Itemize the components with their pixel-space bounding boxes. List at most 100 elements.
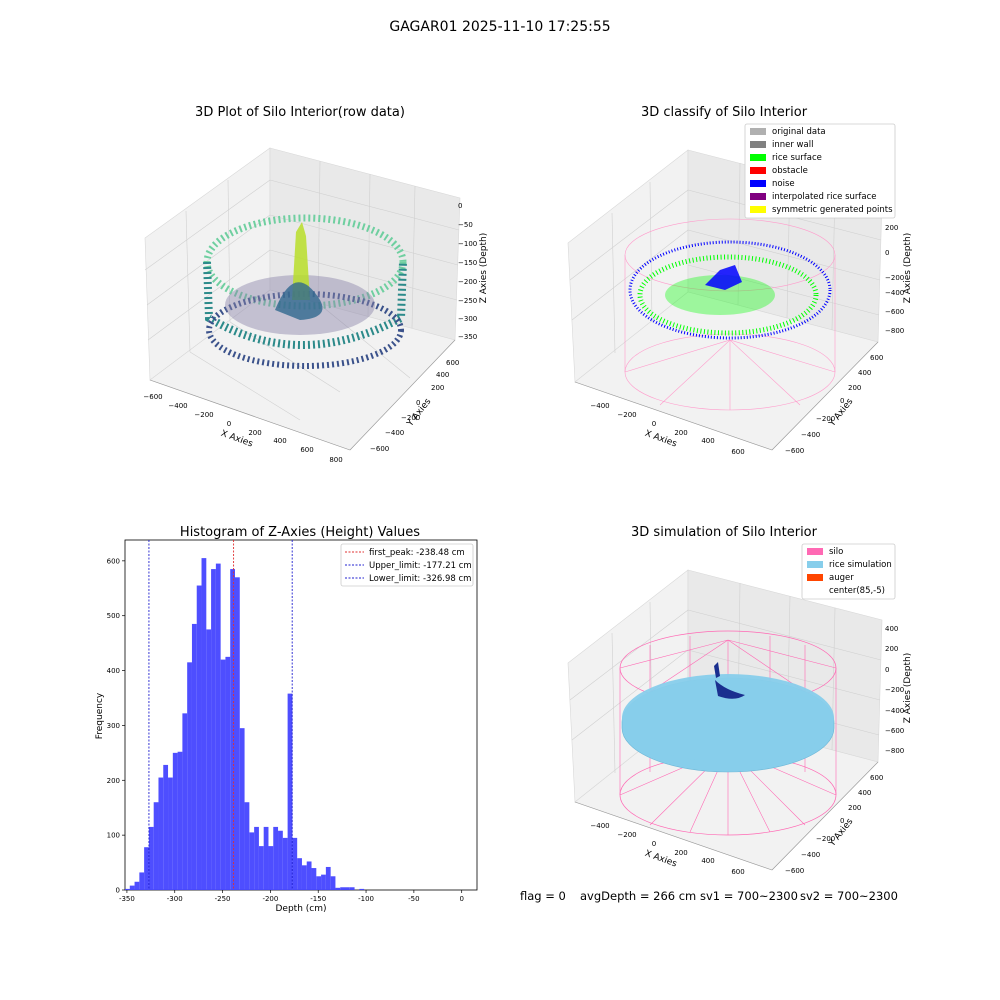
histogram-bar [225,656,231,890]
histogram-bar [148,826,154,890]
legend-item: symmetric generated points [750,205,893,215]
figure-suptitle: GAGAR01 2025-11-10 17:25:55 [389,19,610,35]
histogram-bar [187,662,192,890]
tick-label: 400 [858,789,871,797]
tick-label: −200 [816,835,835,843]
raw-x-ticks: −600 −400 −200 0 200 400 600 800 [143,393,342,464]
histogram-bar [201,558,207,890]
histogram-bar [172,752,178,890]
histogram-bar [287,693,293,890]
tick-label: −400 [385,429,404,437]
histogram-bar [196,585,202,890]
legend-item: rice simulation [807,560,892,570]
histogram-bar [301,865,307,890]
legend-swatch [807,561,823,568]
tick-label: −250 [458,297,477,305]
histogram-y-ticks: 0 100 200 300 400 500 600 [107,557,125,895]
histogram-bar [273,826,279,890]
tick-label: 600 [870,354,883,362]
classify-noise-ring [628,240,832,340]
tick-label: −400 [885,289,904,297]
status-sv1: sv1 = 700~2300 [700,889,798,903]
tick-label: 0 [227,420,231,428]
tick-label: 200 [848,384,861,392]
classify-y-ticks: −600 −400 −200 0 200 400 600 [785,354,883,455]
tick-label: −150 [458,259,477,267]
tick-label: −300 [458,315,477,323]
tick-label: 400 [885,625,898,633]
classify-silo-wireframe [624,218,836,411]
auger-obstacle [714,662,745,699]
raw-y-ticks: −600 −400 −200 0 200 400 600 [370,359,459,453]
tick-label: 400 [701,857,714,865]
legend-label: auger [829,573,854,583]
raw-wall-left [203,261,407,349]
x-tick-label: -100 [358,895,374,903]
legend-item: Upper_limit: -177.21 cm [345,561,472,571]
histogram-bar [297,858,302,890]
histogram-xlabel: Depth (cm) [275,904,326,914]
histogram-ylabel: Frequency [95,692,105,739]
tick-label: 0 [416,399,420,407]
histogram-bar [129,885,135,890]
tick-label: 600 [731,868,744,876]
legend-label: first_peak: -238.48 cm [369,548,465,558]
tick-label: 0 [458,202,462,210]
status-avg-depth: avgDepth = 266 cm [580,889,696,903]
histogram-legend: first_peak: -238.48 cm Upper_limit: -177… [340,543,474,587]
axis-line-x [574,801,773,871]
tick-label: 0 [885,249,889,257]
histogram-bar [311,868,317,890]
axis-line-y [771,341,879,451]
histogram-bar [268,846,274,890]
histogram-bar [254,826,259,890]
legend-item: obstacle [750,166,808,176]
classify-z-ticks: 200 0 −200 −400 −600 −800 400 [880,205,904,335]
tick-label: −600 [370,445,389,453]
tick-label: −200 [816,415,835,423]
histogram-bar [153,802,159,890]
tick-label: 200 [848,804,861,812]
histogram-bar [168,777,173,890]
tick-label: 0 [840,817,844,825]
histogram-bar [306,861,312,890]
tick-label: 200 [674,849,687,857]
histogram-bar [359,888,365,890]
classify-obstacle-noise [705,265,742,290]
tick-label: 400 [701,437,714,445]
simulation-legend: silo rice simulation auger center(85,-5) [801,543,896,600]
histogram-bar [158,777,164,890]
classify-points [628,240,832,340]
status-flag: flag = 0 [520,889,566,903]
classify-legend: original data inner wall rice surface ob… [744,123,896,219]
legend-label: center(85,-5) [829,586,885,596]
histogram-bar [249,832,255,890]
tick-label: 200 [885,224,898,232]
x-tick-label: -350 [119,895,135,903]
tick-label: −100 [458,240,477,248]
tick-label: 600 [446,359,459,367]
legend-item: first_peak: -238.48 cm [345,548,465,558]
histogram-bar [191,623,197,890]
tick-label: −200 [401,414,420,422]
histogram-bar [230,569,235,890]
tick-label: −400 [168,402,187,410]
tick-label: 400 [436,371,449,379]
histogram-bar [211,569,216,890]
tick-label: 600 [870,774,883,782]
tick-label: −200 [885,686,904,694]
histogram-bar [182,713,188,890]
tick-label: 200 [248,429,261,437]
tick-label: −600 [885,727,904,735]
legend-item: silo [807,547,843,557]
y-tick-label: 400 [107,667,120,675]
tick-label: 400 [858,369,871,377]
histogram-bar [345,887,350,890]
axis-line-x [574,381,773,451]
histogram-ref-lines [148,540,293,890]
x-tick-label: -50 [408,895,419,903]
tick-label: −600 [885,308,904,316]
legend-label: rice surface [772,153,822,163]
histogram-bar [263,826,269,890]
legend-swatch [807,548,823,555]
